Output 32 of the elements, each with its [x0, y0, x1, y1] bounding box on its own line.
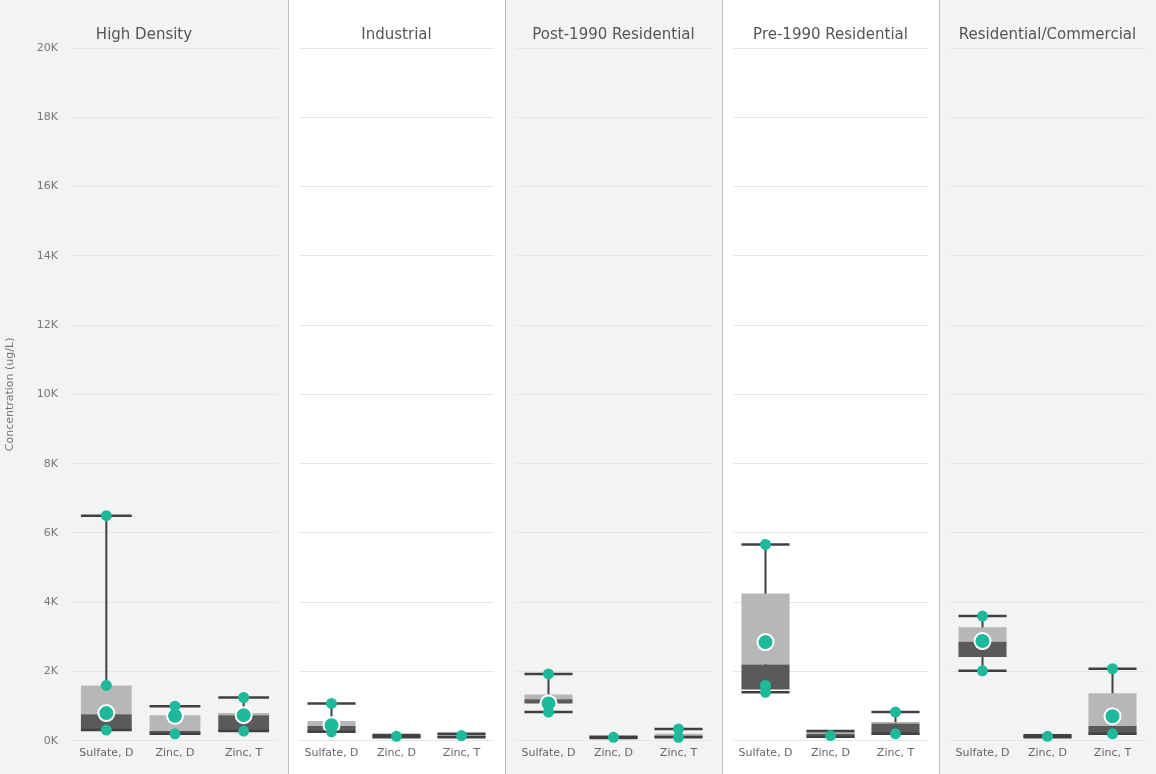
chart-title: Residential/Commercial — [958, 24, 1137, 43]
y-tick-label: 18K — [36, 110, 59, 124]
x-tick-label: Zinc, D — [155, 746, 195, 760]
x-tick-label: Zinc, T — [876, 746, 915, 760]
y-tick-label: 10K — [36, 387, 59, 401]
x-tick-label: Sulfate, D — [955, 746, 1010, 760]
x-tick-label: Zinc, T — [659, 746, 698, 760]
x-tick-label: Sulfate, D — [304, 746, 359, 760]
y-tick-label: 0K — [43, 733, 59, 747]
x-tick-label: Zinc, T — [1093, 746, 1132, 760]
x-tick-label: Sulfate, D — [521, 746, 576, 760]
y-axis-title: Concentration (ug/L) — [3, 337, 17, 452]
y-tick-label: 6K — [43, 525, 59, 539]
x-tick-label: Zinc, T — [442, 746, 481, 760]
x-tick-label: Zinc, D — [1027, 746, 1068, 760]
y-tick-label: 4K — [43, 595, 59, 609]
y-tick-label: 12K — [36, 317, 59, 331]
y-tick-label: 2K — [43, 664, 59, 678]
y-tick-label: 20K — [36, 40, 59, 54]
chart-title: Industrial — [361, 24, 432, 43]
chart-title: Pre-1990 Residential — [753, 24, 908, 43]
chart-title: Post-1990 Residential — [532, 24, 695, 43]
x-tick-label: Sulfate, D — [79, 746, 134, 760]
chart-title: High Density — [95, 24, 193, 43]
x-tick-label: Sulfate, D — [738, 746, 793, 760]
y-tick-label: 16K — [36, 179, 59, 193]
x-tick-label: Zinc, D — [376, 746, 417, 760]
x-tick-label: Zinc, T — [225, 746, 263, 760]
x-tick-label: Zinc, D — [810, 746, 851, 760]
y-tick-label: 14K — [36, 248, 59, 262]
y-tick-label: 8K — [43, 456, 59, 470]
x-tick-label: Zinc, D — [593, 746, 634, 760]
